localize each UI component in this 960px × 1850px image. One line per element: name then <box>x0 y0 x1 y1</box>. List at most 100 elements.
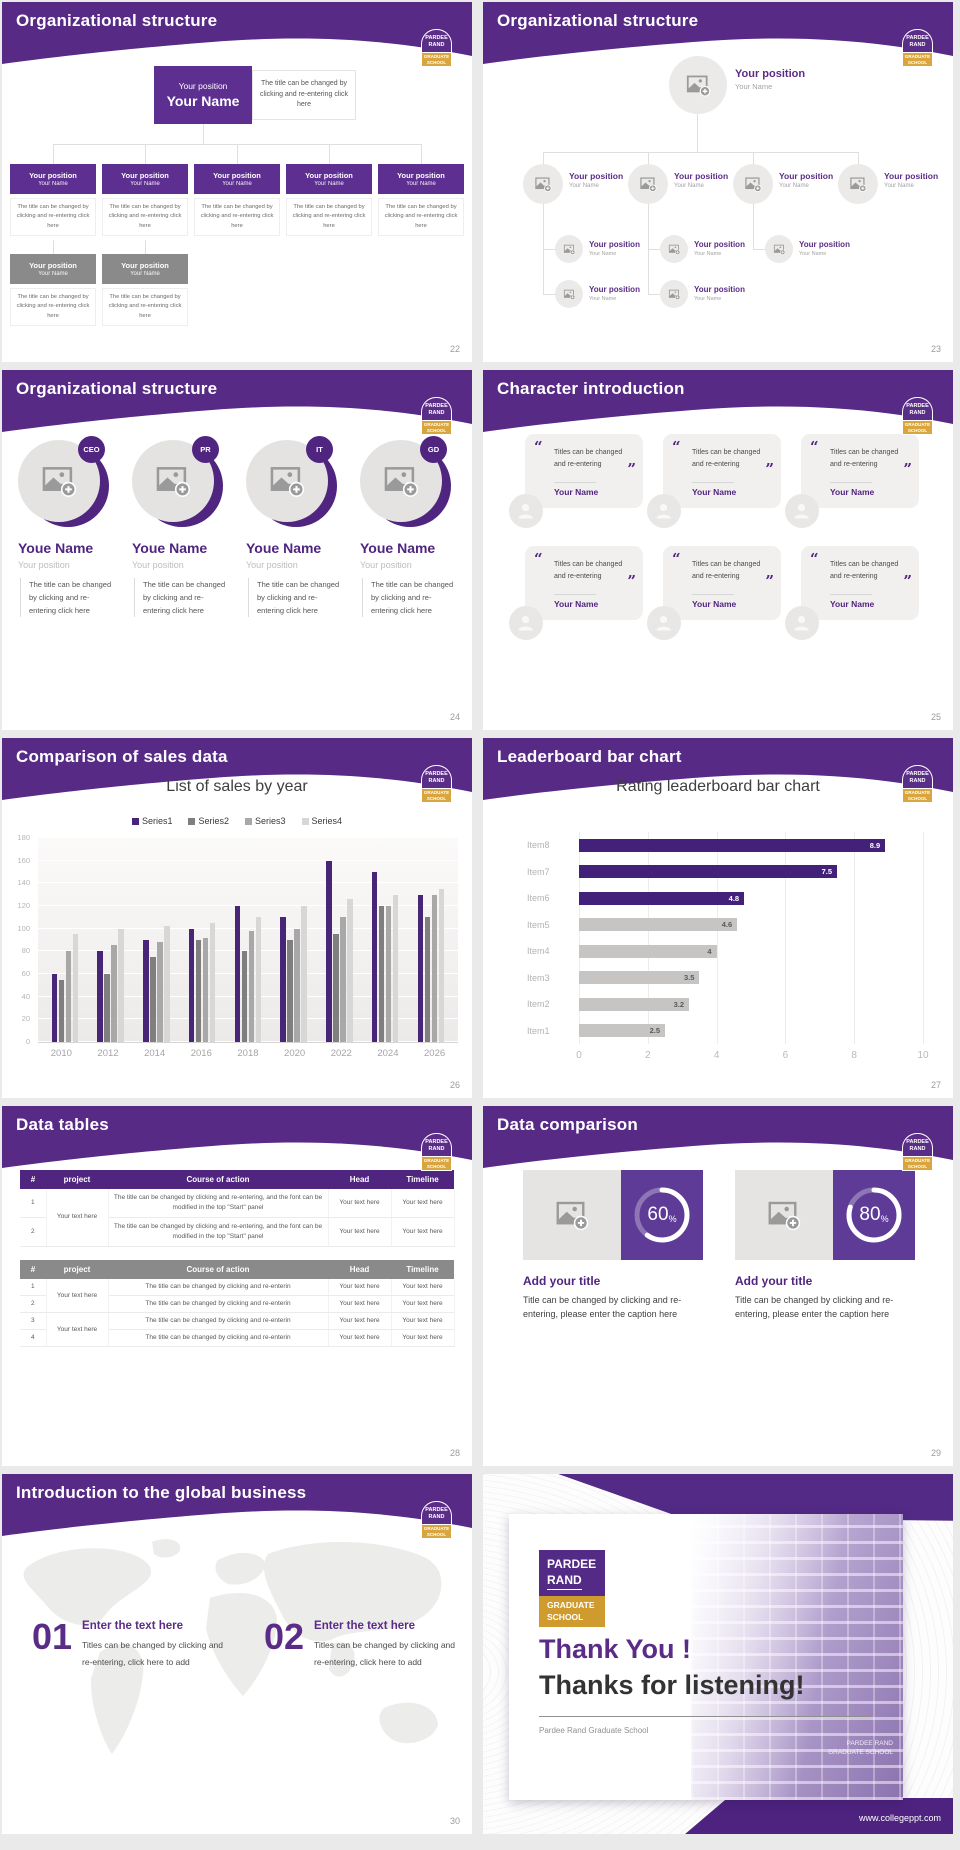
header-wave <box>483 370 953 432</box>
bar-group-2016 <box>188 838 216 1042</box>
gridline <box>38 995 458 997</box>
bar-Series2 <box>150 957 156 1042</box>
org-column-gray: Your position Your Name The title can be… <box>102 254 188 326</box>
x-tick-label: 2010 <box>50 1048 72 1059</box>
item-label: Item8 <box>527 840 550 851</box>
x-tick-label: 2026 <box>424 1048 446 1059</box>
org-position: Your position <box>213 171 261 180</box>
bar-group-2018 <box>234 838 262 1042</box>
org-node-text: Your position Your Name <box>674 171 728 189</box>
bar-track: 3.2 <box>579 997 923 1011</box>
x-tick-label: 2014 <box>144 1048 166 1059</box>
bar-row-Item6: Item6 4.8 <box>527 885 923 912</box>
bar-Series2 <box>333 934 339 1042</box>
quote-text: Titles can be changed and re-entering <box>692 561 761 581</box>
connector-line <box>237 144 238 164</box>
bar-Series2 <box>241 951 248 1042</box>
logo-gold-box: GRADUATE SCHOOL <box>902 788 933 804</box>
logo-gold-box: GRADUATE SCHOOL <box>902 420 933 436</box>
slide-thank-you[interactable]: PARDEE RAND GRADUATE SCHOOL PARDEE RAND GR… <box>483 1474 953 1834</box>
org-photo-circle <box>733 164 773 204</box>
slide-25-character-introduction[interactable]: Character introduction PARDEE RAND GRADUA… <box>483 370 953 730</box>
y-tick-label: 180 <box>17 833 30 842</box>
gridline <box>38 927 458 929</box>
gridline <box>716 832 718 1044</box>
node-name: Your Name <box>569 183 599 189</box>
close-quote-icon: ” <box>765 572 774 590</box>
org-position: Your position <box>29 171 77 180</box>
node-name: Your Name <box>694 296 722 302</box>
item-label: Item3 <box>527 972 550 983</box>
table-row: 4 The title can be changed by clicking a… <box>20 1329 455 1348</box>
quote-card: “ Titles can be changed and re-entering … <box>785 546 919 640</box>
slide-23-organizational-structure[interactable]: Organizational structure PARDEE RAND GRAD… <box>483 2 953 362</box>
logo-dome: PARDEE RAND <box>421 765 452 788</box>
numbered-item: 02 Enter the text here Titles can be cha… <box>264 1616 466 1670</box>
gridline <box>38 882 458 884</box>
bar-track: 3.5 <box>579 971 923 985</box>
slide-24-organizational-structure[interactable]: Organizational structure PARDEE RAND GRAD… <box>2 370 472 730</box>
divider <box>830 482 872 483</box>
node-position: Your position <box>735 68 806 80</box>
header-wave <box>2 738 472 800</box>
slide-30-global-business[interactable]: Introduction to the global business PARD… <box>2 1474 472 1834</box>
slide-28-data-tables[interactable]: Data tables PARDEE RAND GRADUATE SCHOOL # p… <box>2 1106 472 1466</box>
data-table-purple: # project Course of action Head Timeline 1… <box>20 1170 455 1247</box>
connector-line <box>421 144 422 164</box>
org-name: Your Name <box>222 181 252 187</box>
org-box: Your position Your Name <box>10 254 96 284</box>
slide-27-leaderboard-chart[interactable]: Leaderboard bar chart PARDEE RAND GRADUAT… <box>483 738 953 1098</box>
item-caption: Titles can be changed by clicking and re… <box>82 1640 224 1667</box>
org-column: Your position Your Name The title can be… <box>286 164 372 236</box>
x-tick-label: 2020 <box>284 1048 306 1059</box>
org-photo-circle <box>660 280 688 308</box>
bar-Series1 <box>143 940 149 1042</box>
connector-line <box>648 152 649 165</box>
logo-gold-box: GRADUATE SCHOOL <box>421 1524 452 1540</box>
slide-title: Comparison of sales data <box>16 747 228 766</box>
node-position: Your position <box>589 240 640 249</box>
profile-card: PR Youe Name Your position The title can… <box>130 436 236 618</box>
bar-value-label: 2.5 <box>649 1026 660 1036</box>
item-title: Enter the text here <box>314 1620 416 1632</box>
connector-line <box>753 204 754 249</box>
node-position: Your position <box>884 171 939 181</box>
table-row: 3 Your text here The title can be change… <box>20 1312 455 1348</box>
avatar <box>785 494 819 528</box>
bar-Series3 <box>65 951 72 1042</box>
connector-line <box>753 249 766 250</box>
slide-26-sales-comparison-chart[interactable]: Comparison of sales data PARDEE RAND GRAD… <box>2 738 472 1098</box>
avatar <box>509 606 543 640</box>
close-quote-icon: ” <box>765 460 774 478</box>
org-column-gray: Your position Your Name The title can be… <box>10 254 96 326</box>
connector-line <box>543 294 556 295</box>
image-placeholder-icon <box>556 1201 589 1231</box>
bar-row-Item8: Item8 8.9 <box>527 832 923 859</box>
thanks-listening-title: Thanks for listening! <box>539 1670 805 1700</box>
profile-caption: The title can be changed by clicking and… <box>362 578 455 618</box>
bar: 3.5 <box>579 971 700 985</box>
profile-position: Your position <box>18 560 70 570</box>
divider <box>539 1716 871 1717</box>
bar: 3.2 <box>579 997 690 1011</box>
quote-author: Your Name <box>830 487 875 497</box>
profile-card: GD Youe Name Your position The title can… <box>358 436 464 618</box>
gridline <box>785 832 787 1044</box>
quote-text: Titles can be changed and re-entering <box>554 449 623 469</box>
quote-card: “ Titles can be changed and re-entering … <box>785 434 919 528</box>
donut-chart: 60% <box>621 1170 703 1260</box>
connector-line <box>543 152 544 165</box>
slide-29-data-comparison[interactable]: Data comparison PARDEE RAND GRADUATE SCHOO… <box>483 1106 953 1466</box>
x-tick-label: 2012 <box>97 1048 119 1059</box>
brand-logo-badge: PARDEE RAND GRADUATE SCHOOL <box>421 1133 452 1172</box>
y-tick-label: 20 <box>21 1014 30 1024</box>
x-tick-label: 6 <box>782 1050 789 1061</box>
item-label: Item5 <box>527 919 550 930</box>
brand-logo-badge: PARDEE RAND GRADUATE SCHOOL <box>421 765 452 804</box>
bar-Series1 <box>371 872 378 1042</box>
org-position: Your position <box>305 171 353 180</box>
org-node-text: Your position Your Name <box>779 171 833 189</box>
item-number: 02 <box>264 1616 305 1657</box>
org-column: Your position Your Name The title can be… <box>102 164 188 236</box>
slide-22-organizational-structure[interactable]: Organizational structure PARDEE RAND GRAD… <box>2 2 472 362</box>
